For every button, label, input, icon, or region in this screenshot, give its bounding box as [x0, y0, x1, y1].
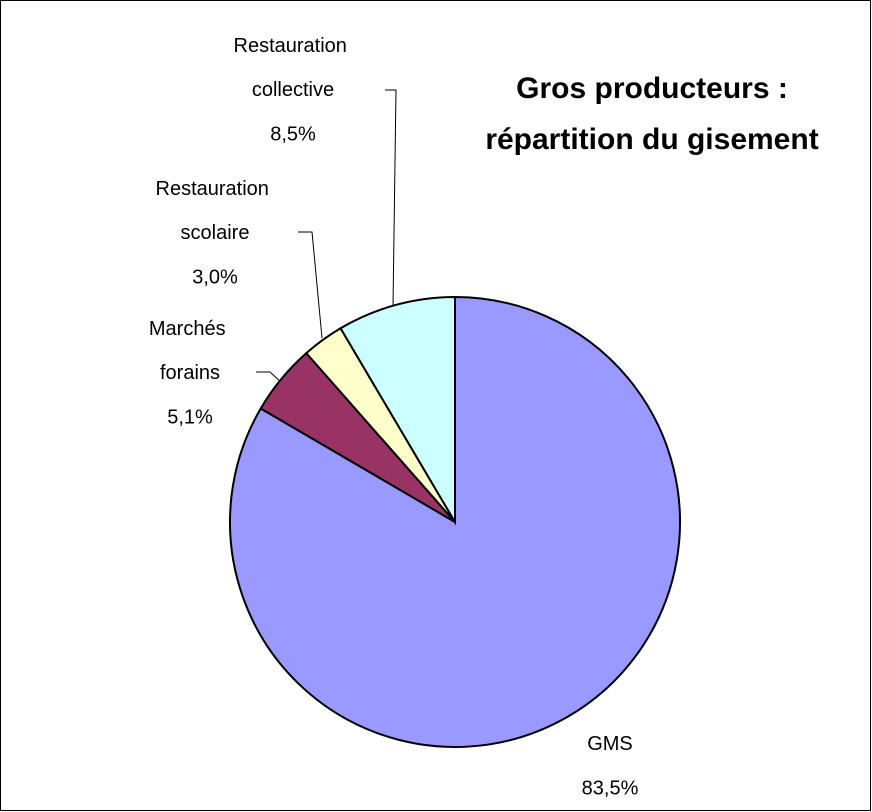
label-line: forains [160, 362, 220, 384]
label-line: scolaire [181, 222, 250, 244]
slice-value-label: 5,1% [167, 406, 213, 428]
slice-value-label: 83,5% [582, 777, 639, 799]
label-line: GMS [587, 733, 633, 755]
slice-value-label: 3,0% [192, 266, 238, 288]
chart-title: Gros producteurs : [516, 72, 788, 105]
label-line: Restauration [234, 35, 353, 57]
leader-line [298, 231, 323, 339]
slice-label: Marchés forains [149, 318, 231, 384]
chart-title: répartition du gisement [485, 123, 818, 156]
pie-slice [339, 295, 456, 526]
leader-line [385, 89, 397, 307]
leader-line [256, 371, 283, 384]
label-line: Marchés [149, 318, 231, 340]
slice-label: GMS [587, 733, 633, 755]
label-line: Restauration [156, 178, 275, 200]
slice-label: Restauration scolaire [156, 178, 275, 244]
label-line: collective [252, 79, 334, 101]
slice-value-label: 8,5% [270, 123, 316, 145]
slice-label: Restauration collective [234, 35, 353, 101]
